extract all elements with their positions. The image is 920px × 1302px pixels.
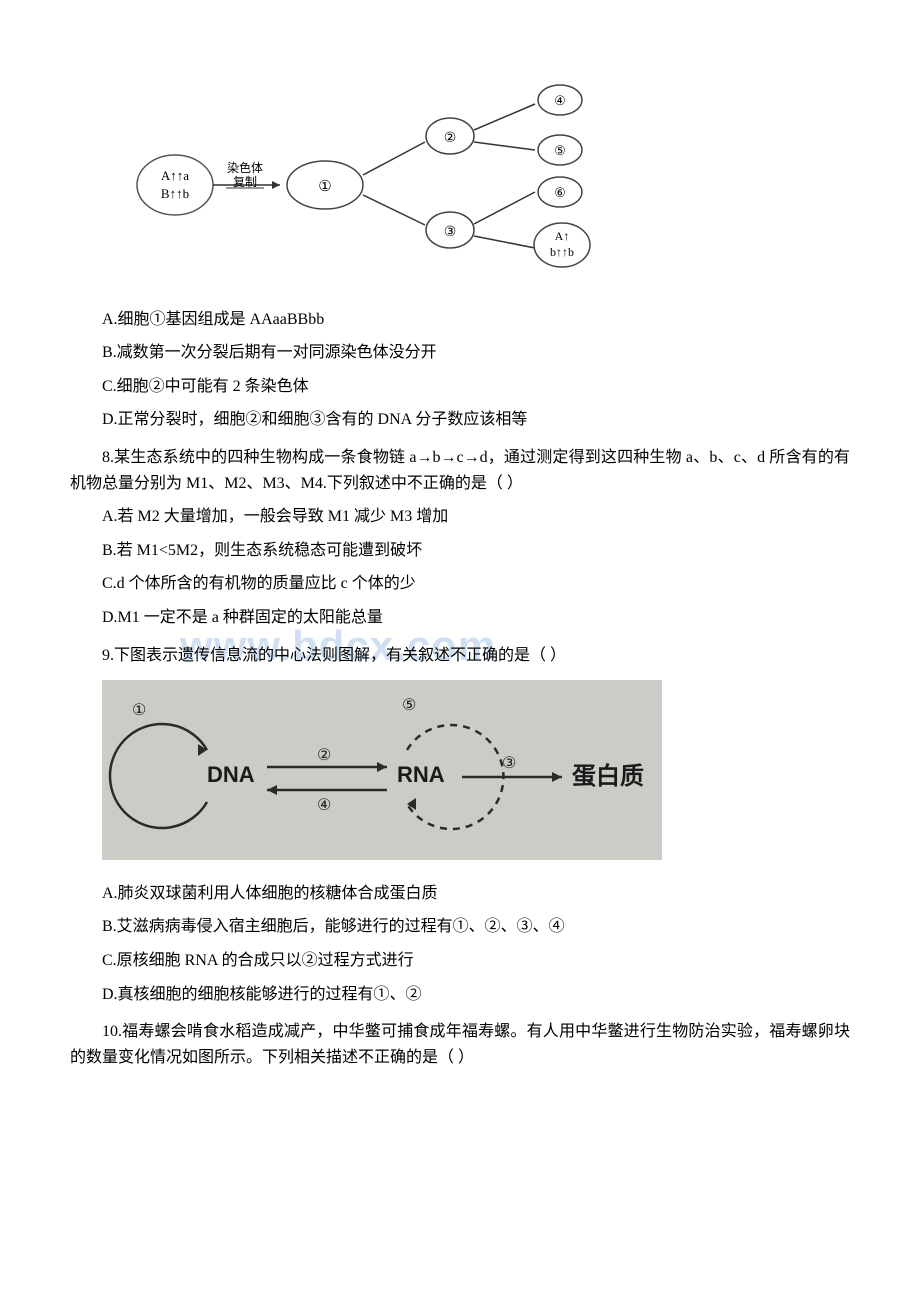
q9-option-c: C.原核细胞 RNA 的合成只以②过程方式进行 bbox=[70, 948, 850, 974]
q7-option-c: C.细胞②中可能有 2 条染色体 bbox=[70, 374, 850, 400]
arrow-label2: 复制 bbox=[233, 175, 257, 189]
result-line1: A↑ bbox=[555, 229, 570, 243]
d2-protein: 蛋白质 bbox=[572, 762, 644, 790]
node5: ⑤ bbox=[554, 143, 566, 158]
d2-label1: ① bbox=[132, 702, 146, 719]
result-line2: b↑↑b bbox=[550, 245, 574, 259]
d2-label4: ④ bbox=[317, 797, 331, 814]
q8-option-b: B.若 M1<5M2，则生态系统稳态可能遭到破坏 bbox=[70, 538, 850, 564]
q9-stem: 9.下图表示遗传信息流的中心法则图解，有关叙述不正确的是（ ） bbox=[70, 643, 850, 669]
start-line1: A↑↑a bbox=[161, 168, 189, 183]
q7-option-b: B.减数第一次分裂后期有一对同源染色体没分开 bbox=[70, 340, 850, 366]
node4: ④ bbox=[554, 93, 566, 108]
chromosome-diagram: A↑↑a B↑↑b 染色体 复制 ① ② ③ ④ ⑤ ⑥ bbox=[130, 80, 850, 289]
q8-stem: 8.某生态系统中的四种生物构成一条食物链 a→b→c→d，通过测定得到这四种生物… bbox=[70, 445, 850, 496]
q9-option-a: A.肺炎双球菌利用人体细胞的核糖体合成蛋白质 bbox=[70, 881, 850, 907]
d2-rna: RNA bbox=[397, 762, 445, 787]
d2-label3: ③ bbox=[502, 755, 516, 772]
arrow-label1: 染色体 bbox=[227, 160, 263, 175]
node3: ③ bbox=[444, 225, 457, 240]
d2-dna: DNA bbox=[207, 762, 255, 787]
node2: ② bbox=[444, 131, 457, 146]
central-dogma-diagram: ① DNA ② ④ ⑤ RNA ③ 蛋白质 bbox=[102, 680, 850, 869]
q10-stem: 10.福寿螺会啃食水稻造成减产，中华鳖可捕食成年福寿螺。有人用中华鳖进行生物防治… bbox=[70, 1019, 850, 1070]
d2-label2: ② bbox=[317, 747, 331, 764]
d2-label5: ⑤ bbox=[402, 697, 416, 714]
q8-option-a: A.若 M2 大量增加，一般会导致 M1 减少 M3 增加 bbox=[70, 504, 850, 530]
node6: ⑥ bbox=[554, 185, 566, 200]
start-line2: B↑↑b bbox=[161, 186, 189, 201]
q7-option-a: A.细胞①基因组成是 AAaaBBbb bbox=[70, 307, 850, 333]
q7-option-d: D.正常分裂时，细胞②和细胞③含有的 DNA 分子数应该相等 bbox=[70, 407, 850, 433]
q8-option-d: D.M1 一定不是 a 种群固定的太阳能总量 bbox=[70, 605, 850, 631]
q8-option-c: C.d 个体所含的有机物的质量应比 c 个体的少 bbox=[70, 571, 850, 597]
q9-option-d: D.真核细胞的细胞核能够进行的过程有①、② bbox=[70, 982, 850, 1008]
node1: ① bbox=[318, 179, 331, 195]
q9-option-b: B.艾滋病病毒侵入宿主细胞后，能够进行的过程有①、②、③、④ bbox=[70, 914, 850, 940]
